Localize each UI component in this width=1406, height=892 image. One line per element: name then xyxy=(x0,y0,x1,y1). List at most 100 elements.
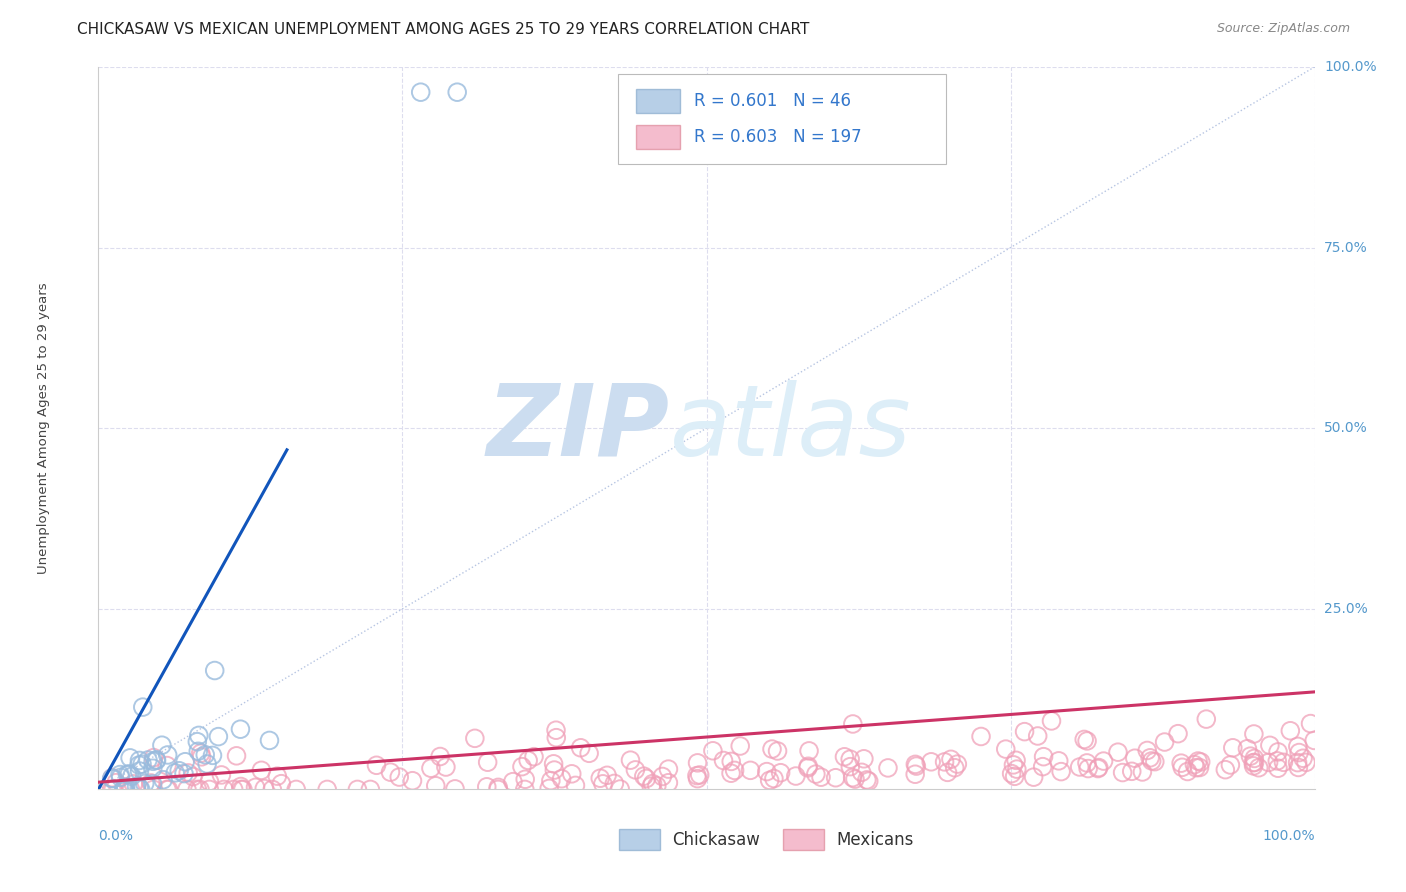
Text: R = 0.601   N = 46: R = 0.601 N = 46 xyxy=(695,92,852,110)
Point xyxy=(517,753,540,767)
Point xyxy=(1243,756,1265,770)
FancyBboxPatch shape xyxy=(617,74,946,164)
Point xyxy=(204,664,226,678)
Text: 25.0%: 25.0% xyxy=(1324,602,1368,615)
Point xyxy=(156,782,179,797)
Point xyxy=(856,772,879,787)
Point xyxy=(121,769,143,783)
Point xyxy=(232,782,254,797)
Point xyxy=(270,777,292,791)
Point xyxy=(1087,762,1109,776)
Point xyxy=(259,733,281,747)
Point xyxy=(839,752,862,766)
Point xyxy=(120,782,142,797)
Point xyxy=(619,753,641,767)
Point xyxy=(100,782,122,797)
Point xyxy=(561,767,583,781)
Point xyxy=(1002,757,1025,772)
Point xyxy=(1140,754,1163,768)
Point xyxy=(122,777,145,791)
Point xyxy=(1299,716,1322,731)
Point xyxy=(186,734,208,748)
Point xyxy=(142,777,165,791)
Point xyxy=(114,782,136,797)
Point xyxy=(266,769,288,783)
Point xyxy=(546,731,568,745)
Point xyxy=(1267,745,1289,759)
Point xyxy=(1026,729,1049,743)
Point xyxy=(198,782,221,797)
Text: 50.0%: 50.0% xyxy=(1324,421,1368,435)
Point xyxy=(225,748,247,763)
Point xyxy=(569,740,592,755)
Point xyxy=(429,749,451,764)
Point xyxy=(1040,714,1063,728)
Point xyxy=(477,756,499,770)
Point xyxy=(125,779,148,793)
Point xyxy=(1004,769,1026,783)
Point xyxy=(388,770,411,784)
Point xyxy=(245,780,267,795)
Point xyxy=(1267,761,1289,775)
Point xyxy=(142,754,165,768)
Point xyxy=(434,760,457,774)
Point xyxy=(633,769,655,783)
Point xyxy=(543,756,565,771)
Point xyxy=(624,763,647,777)
Point xyxy=(1288,746,1310,760)
Point xyxy=(645,779,668,793)
Point xyxy=(755,764,778,779)
Point xyxy=(1171,760,1194,774)
Point xyxy=(174,755,197,769)
Point xyxy=(1139,751,1161,765)
Point xyxy=(589,771,612,785)
Point xyxy=(145,753,167,767)
Point xyxy=(209,768,232,782)
Point xyxy=(515,772,537,787)
Point xyxy=(229,722,252,736)
Point xyxy=(1241,756,1264,770)
Point xyxy=(970,730,993,744)
Point xyxy=(1014,724,1036,739)
Point xyxy=(1143,755,1166,769)
Point xyxy=(128,754,150,768)
Point xyxy=(543,763,565,777)
Point xyxy=(1187,754,1209,768)
Point xyxy=(1185,761,1208,775)
Text: Chickasaw: Chickasaw xyxy=(672,830,761,848)
Point xyxy=(446,85,468,99)
Point xyxy=(1092,754,1115,768)
Point xyxy=(603,776,626,790)
Point xyxy=(1167,727,1189,741)
Point xyxy=(1219,758,1241,772)
Point xyxy=(797,759,820,773)
Point xyxy=(187,728,209,742)
Point xyxy=(1239,749,1261,764)
Point xyxy=(839,759,862,773)
Point xyxy=(131,757,153,772)
Point xyxy=(142,782,165,797)
Text: 100.0%: 100.0% xyxy=(1324,60,1376,74)
Point xyxy=(1213,763,1236,777)
Point xyxy=(1136,743,1159,757)
Point xyxy=(167,764,190,778)
FancyBboxPatch shape xyxy=(636,88,679,113)
Point xyxy=(1222,740,1244,755)
Text: R = 0.603   N = 197: R = 0.603 N = 197 xyxy=(695,128,862,146)
Point xyxy=(609,782,631,797)
Point xyxy=(657,776,679,790)
Point xyxy=(120,751,142,765)
Point xyxy=(592,777,614,791)
Point xyxy=(181,770,204,784)
Point xyxy=(686,769,709,783)
Point xyxy=(596,768,619,782)
Point xyxy=(844,772,866,786)
Point xyxy=(946,757,969,772)
Point xyxy=(156,758,179,772)
Point xyxy=(262,782,284,797)
Point xyxy=(1184,757,1206,772)
Point xyxy=(142,761,165,775)
Point xyxy=(156,747,179,762)
Point xyxy=(640,779,662,793)
Point xyxy=(1195,712,1218,726)
